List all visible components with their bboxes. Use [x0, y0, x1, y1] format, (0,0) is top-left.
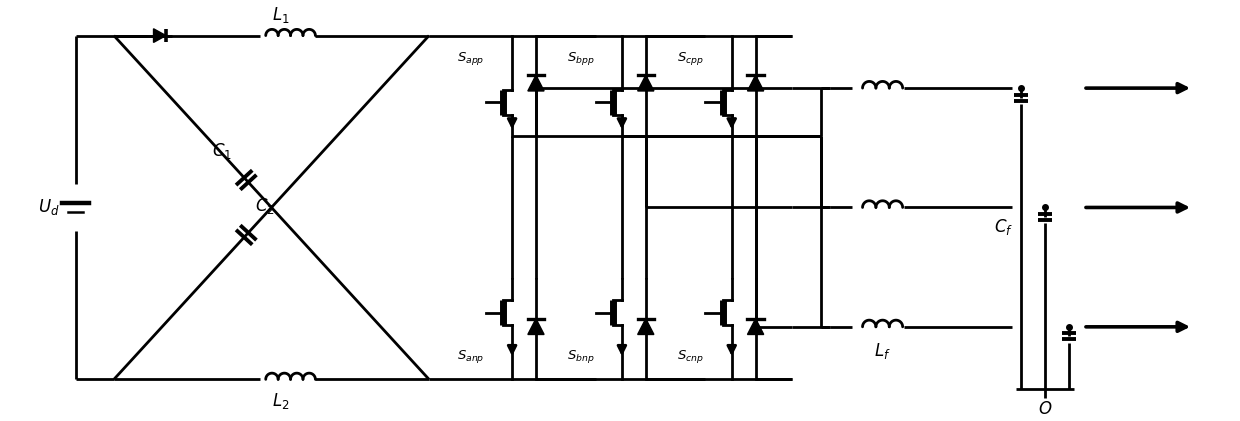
- Text: $S_{app}$: $S_{app}$: [458, 50, 485, 67]
- Text: $L_2$: $L_2$: [273, 391, 290, 411]
- Text: $U_d$: $U_d$: [38, 197, 60, 218]
- Text: $S_{bpp}$: $S_{bpp}$: [567, 50, 594, 67]
- Polygon shape: [528, 319, 544, 334]
- Text: $S_{bnp}$: $S_{bnp}$: [567, 348, 594, 365]
- Polygon shape: [528, 75, 544, 91]
- Polygon shape: [748, 75, 764, 91]
- Text: $C_f$: $C_f$: [994, 216, 1013, 237]
- Text: $C_1$: $C_1$: [212, 141, 232, 161]
- Text: $C_2$: $C_2$: [255, 196, 275, 216]
- Text: $S_{anp}$: $S_{anp}$: [458, 348, 485, 365]
- Text: $L_f$: $L_f$: [874, 341, 892, 361]
- Text: $L_1$: $L_1$: [273, 5, 290, 25]
- Text: $S_{cpp}$: $S_{cpp}$: [677, 50, 704, 67]
- Polygon shape: [154, 29, 166, 43]
- Polygon shape: [748, 319, 764, 334]
- Text: $S_{cnp}$: $S_{cnp}$: [677, 348, 704, 365]
- Text: $O$: $O$: [1038, 401, 1053, 418]
- Polygon shape: [637, 75, 653, 91]
- Polygon shape: [637, 319, 653, 334]
